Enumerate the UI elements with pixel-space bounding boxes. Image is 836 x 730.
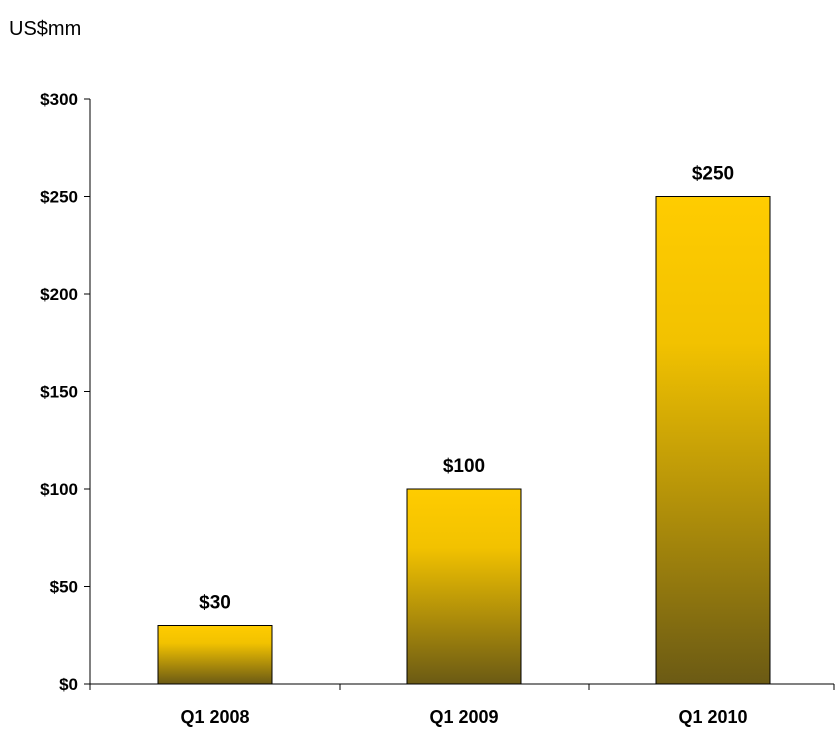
y-tick-label: $100 (40, 480, 78, 499)
x-tick-label: Q1 2008 (180, 707, 249, 727)
bars (157, 196, 771, 685)
x-tick-label: Q1 2010 (678, 707, 747, 727)
data-labels: $30 $100 $250 (199, 164, 734, 614)
y-tick-label: $250 (40, 188, 78, 207)
bar-q1-2008 (157, 625, 273, 685)
x-tick-label: Q1 2009 (429, 707, 498, 727)
y-tick-label: $50 (50, 578, 78, 597)
y-tick-label: $150 (40, 383, 78, 402)
data-label: $250 (692, 164, 734, 185)
unit-label: US$mm (9, 18, 82, 40)
y-tick-label: $0 (59, 675, 78, 694)
x-axis: Q1 2008 Q1 2009 Q1 2010 (89, 683, 835, 727)
y-tick-label: $300 (40, 90, 78, 109)
bar-q1-2010 (655, 196, 771, 685)
y-tick-label: $200 (40, 285, 78, 304)
y-axis: $0 $50 $100 $150 $200 $250 $300 (40, 90, 91, 694)
data-label: $100 (443, 456, 485, 477)
data-label: $30 (199, 593, 231, 614)
bar-q1-2009 (406, 488, 522, 685)
